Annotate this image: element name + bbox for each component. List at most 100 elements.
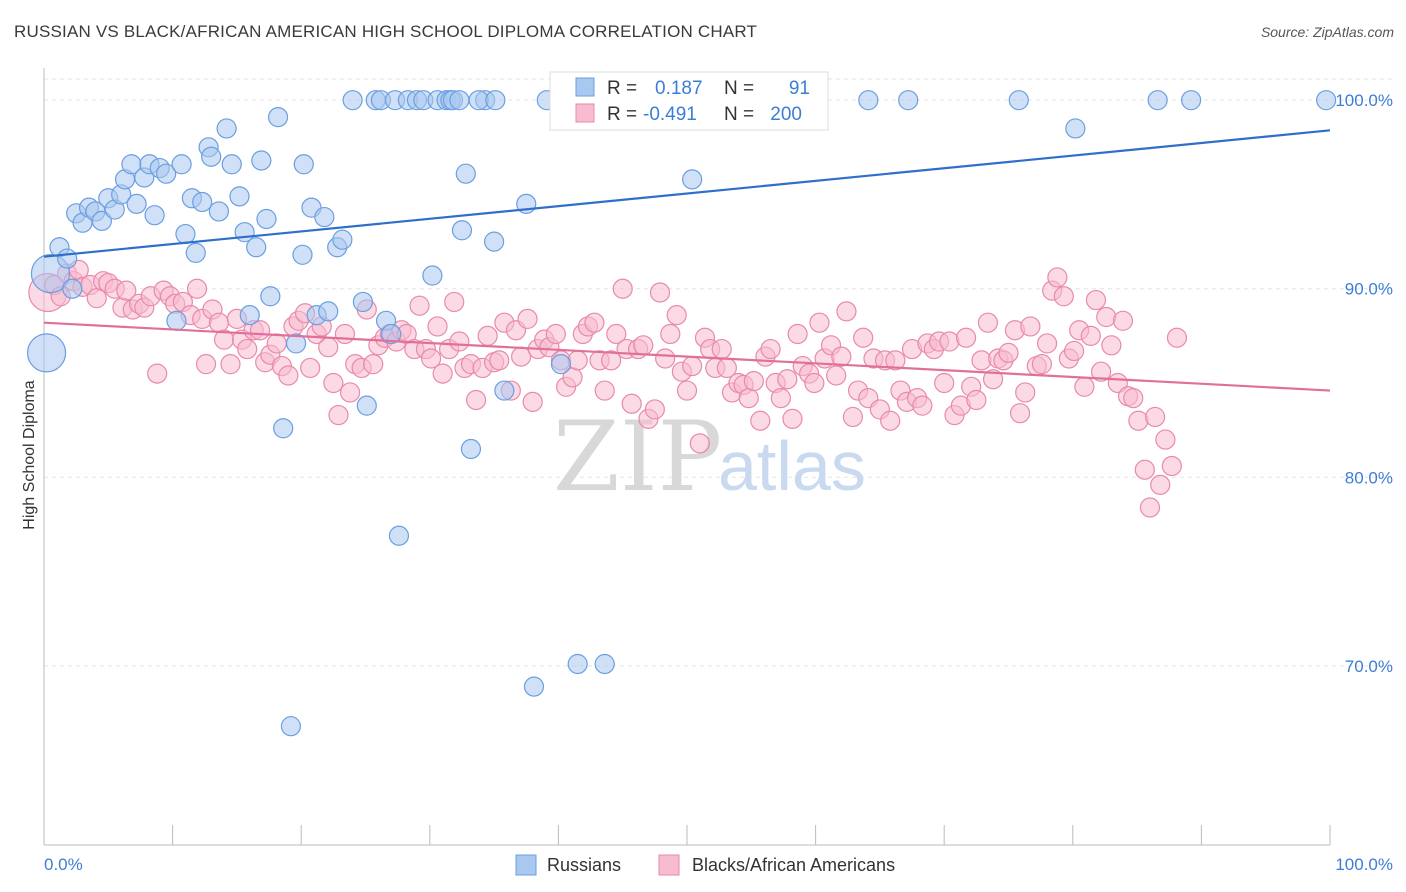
russians-point-23 [175,223,196,245]
blacks-point-159 [939,331,960,352]
y-tick-label-70: 70.0% [1345,657,1393,676]
blacks-point-99 [612,278,633,299]
blacks-point-94 [584,312,605,333]
blacks-point-113 [689,433,710,454]
russians-point-51 [342,90,363,111]
legend-frame [549,71,829,131]
russians-point-40 [273,418,294,439]
blacks-point-82 [517,308,538,330]
russians-point-36 [251,150,272,171]
blacks-point-48 [323,372,344,394]
blacks-point-103 [633,335,654,356]
russians-point-83 [594,653,615,675]
x-tick-labels: 0.0% 100.0% [44,855,1393,874]
blacks-point-149 [885,350,906,371]
blacks-point-194 [1128,410,1149,431]
russians-point-84 [682,169,703,190]
legend-r-value-2: -0.491 [643,104,697,125]
legend-box: R = 0.187 N = 91 R = -0.491 N = 200 [549,71,829,131]
blacks-point-122 [738,388,759,409]
blacks-point-173 [1015,382,1036,403]
russians-point-78 [523,676,545,697]
russians-point-48 [318,301,339,322]
russians-point-9 [91,210,112,231]
russians-point-3 [57,248,78,269]
x-tick-label-100: 100.0% [1335,855,1393,874]
russians-point-70 [451,220,473,241]
russians-point-22 [171,154,192,175]
trend-line-russians [43,129,1331,258]
blacks-point-188 [1096,306,1117,328]
blacks-point-112 [682,355,703,377]
blacks-point-193 [1123,388,1144,409]
blacks-point-174 [1020,316,1041,337]
legend-swatch-russians [575,77,595,97]
source-label: Source: ZipAtlas.com [1260,24,1394,40]
blacks-point-101 [621,393,642,414]
chart-title: RUSSIAN VS BLACK/AFRICAN AMERICAN HIGH S… [14,22,758,41]
blacks-point-130 [782,408,803,429]
blacks-point-129 [777,369,798,390]
russians-point-76 [494,380,515,401]
blacks-point-128 [770,388,791,409]
blacks-point-141 [842,406,863,428]
blacks-point-44 [300,357,321,379]
y-tick-label-90: 90.0% [1345,280,1393,299]
blacks-point-176 [1031,354,1053,375]
russians-point-21 [166,310,187,331]
russians-point-75 [484,231,505,252]
blacks-point-187 [1090,361,1112,382]
blacks-point-65 [420,348,442,369]
blacks-point-158 [934,372,955,394]
blacks-point-106 [649,282,671,303]
blacks-point-73 [465,389,487,411]
blacks-point-200 [1161,455,1182,477]
russians-point-26 [192,191,213,213]
series-russians-points [26,90,1337,737]
trend-line-blacks [43,321,1331,392]
watermark-atlas: atlas [718,427,866,505]
blacks-point-154 [912,395,933,416]
legend-r-label-2: R = [607,104,637,125]
blacks-point-26 [195,354,217,375]
blacks-point-148 [880,410,901,431]
russians-point-47 [314,206,335,228]
axes [43,68,1331,846]
blacks-point-198 [1150,474,1171,495]
blacks-point-196 [1139,497,1161,518]
blacks-point-96 [594,380,615,401]
russians-point-68 [449,90,470,111]
russians-point-31 [221,154,242,175]
russians-point-94 [1008,90,1029,111]
blacks-point-97 [601,350,622,371]
blacks-point-107 [655,348,676,369]
blacks-point-109 [666,305,687,326]
blacks-point-139 [831,346,852,367]
blacks-point-172 [1009,403,1031,424]
russians-point-39 [267,107,289,128]
russians-point-29 [208,201,229,222]
blacks-point-91 [567,350,588,371]
russians-point-53 [356,395,377,416]
legend-n-label-2: N = [724,104,754,125]
blacks-point-182 [1063,340,1085,362]
russians-point-63 [422,265,443,286]
blacks-point-165 [971,350,992,371]
russians-point-44 [292,244,313,265]
blacks-point-126 [760,338,781,360]
russians-point-81 [567,653,588,675]
series-blacks-points [28,259,1188,518]
blacks-point-30 [220,354,241,375]
bottom-legend-blacks: Blacks/African Americans [692,855,895,875]
legend-n-value-2: 200 [770,104,802,125]
legend-swatch-blacks [575,103,595,123]
blacks-point-170 [998,342,1019,363]
blacks-point-162 [955,327,977,348]
blacks-point-195 [1134,459,1155,480]
russians-point-20 [156,163,177,184]
blacks-point-167 [982,369,1004,390]
blacks-point-69 [444,291,465,313]
blacks-point-131 [787,323,808,345]
blacks-point-124 [750,410,771,431]
russians-point-59 [388,525,410,546]
